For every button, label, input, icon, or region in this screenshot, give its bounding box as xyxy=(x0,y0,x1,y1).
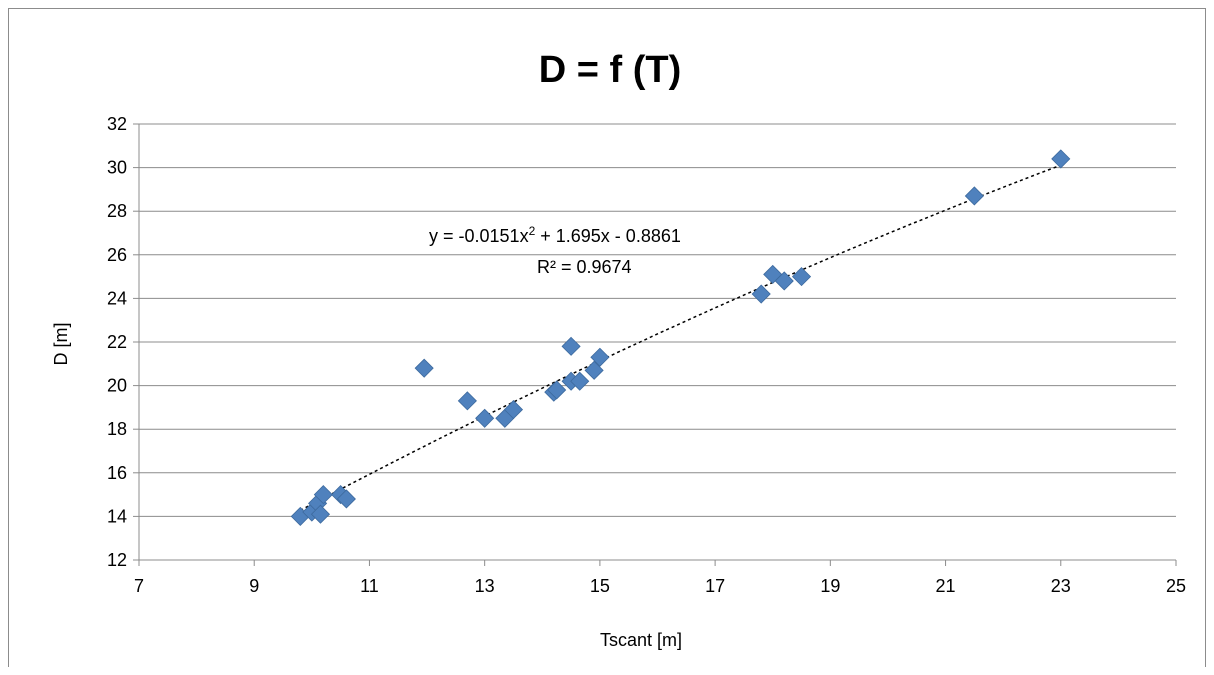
data-point xyxy=(310,504,331,524)
y-tick-label: 12 xyxy=(107,550,127,570)
y-tick-label: 30 xyxy=(107,158,127,178)
y-tick-label: 16 xyxy=(107,463,127,483)
y-tick-label: 26 xyxy=(107,245,127,265)
trendline xyxy=(299,164,1062,512)
axes xyxy=(138,124,1177,566)
y-tick-labels: 12 14 16 18 20 22 24 26 28 30 32 xyxy=(107,114,127,570)
y-tick-label: 14 xyxy=(107,506,127,526)
y-tick-label: 24 xyxy=(107,288,127,308)
data-point xyxy=(561,336,581,356)
data-point xyxy=(1051,149,1071,169)
y-tick-label: 28 xyxy=(107,201,127,221)
data-point xyxy=(547,380,567,400)
y-tick-label: 20 xyxy=(107,376,127,396)
y-axis-title: D [m] xyxy=(51,323,71,366)
x-tick-label: 9 xyxy=(249,576,259,596)
x-tick-label: 17 xyxy=(705,576,725,596)
x-tick-label: 13 xyxy=(475,576,495,596)
chart-frame xyxy=(8,8,1206,667)
x-tick-label: 25 xyxy=(1166,576,1186,596)
x-tick-label: 11 xyxy=(360,576,379,596)
data-point xyxy=(313,485,333,505)
data-point xyxy=(475,408,495,428)
data-point xyxy=(774,271,794,291)
y-tick-label: 22 xyxy=(107,332,127,352)
data-point xyxy=(336,489,356,509)
chart-title: D = f (T) xyxy=(539,49,681,91)
data-points xyxy=(290,149,1071,526)
data-point xyxy=(964,186,984,206)
data-point xyxy=(791,267,812,287)
data-point xyxy=(590,347,610,367)
x-tick-label: 7 xyxy=(134,576,144,596)
x-tick-labels: 7 9 11 13 15 17 19 21 23 25 xyxy=(134,576,1186,596)
data-point xyxy=(457,391,477,411)
data-point xyxy=(751,284,771,304)
x-tick-label: 15 xyxy=(590,576,610,596)
gridlines xyxy=(133,123,1176,561)
data-point xyxy=(584,360,604,380)
y-tick-label: 18 xyxy=(107,419,127,439)
x-tick-label: 19 xyxy=(820,576,840,596)
r-squared-label: R² = 0.9674 xyxy=(537,257,632,277)
data-point xyxy=(570,371,590,391)
x-tick-label: 21 xyxy=(936,576,956,596)
trendline-equation: y = -0.0151x2 + 1.695x - 0.8861 xyxy=(429,224,681,246)
data-point xyxy=(503,400,524,420)
x-tick-label: 23 xyxy=(1051,576,1071,596)
y-tick-label: 32 xyxy=(107,114,127,134)
data-point xyxy=(414,358,434,378)
x-axis-title: Tscant [m] xyxy=(600,630,682,650)
